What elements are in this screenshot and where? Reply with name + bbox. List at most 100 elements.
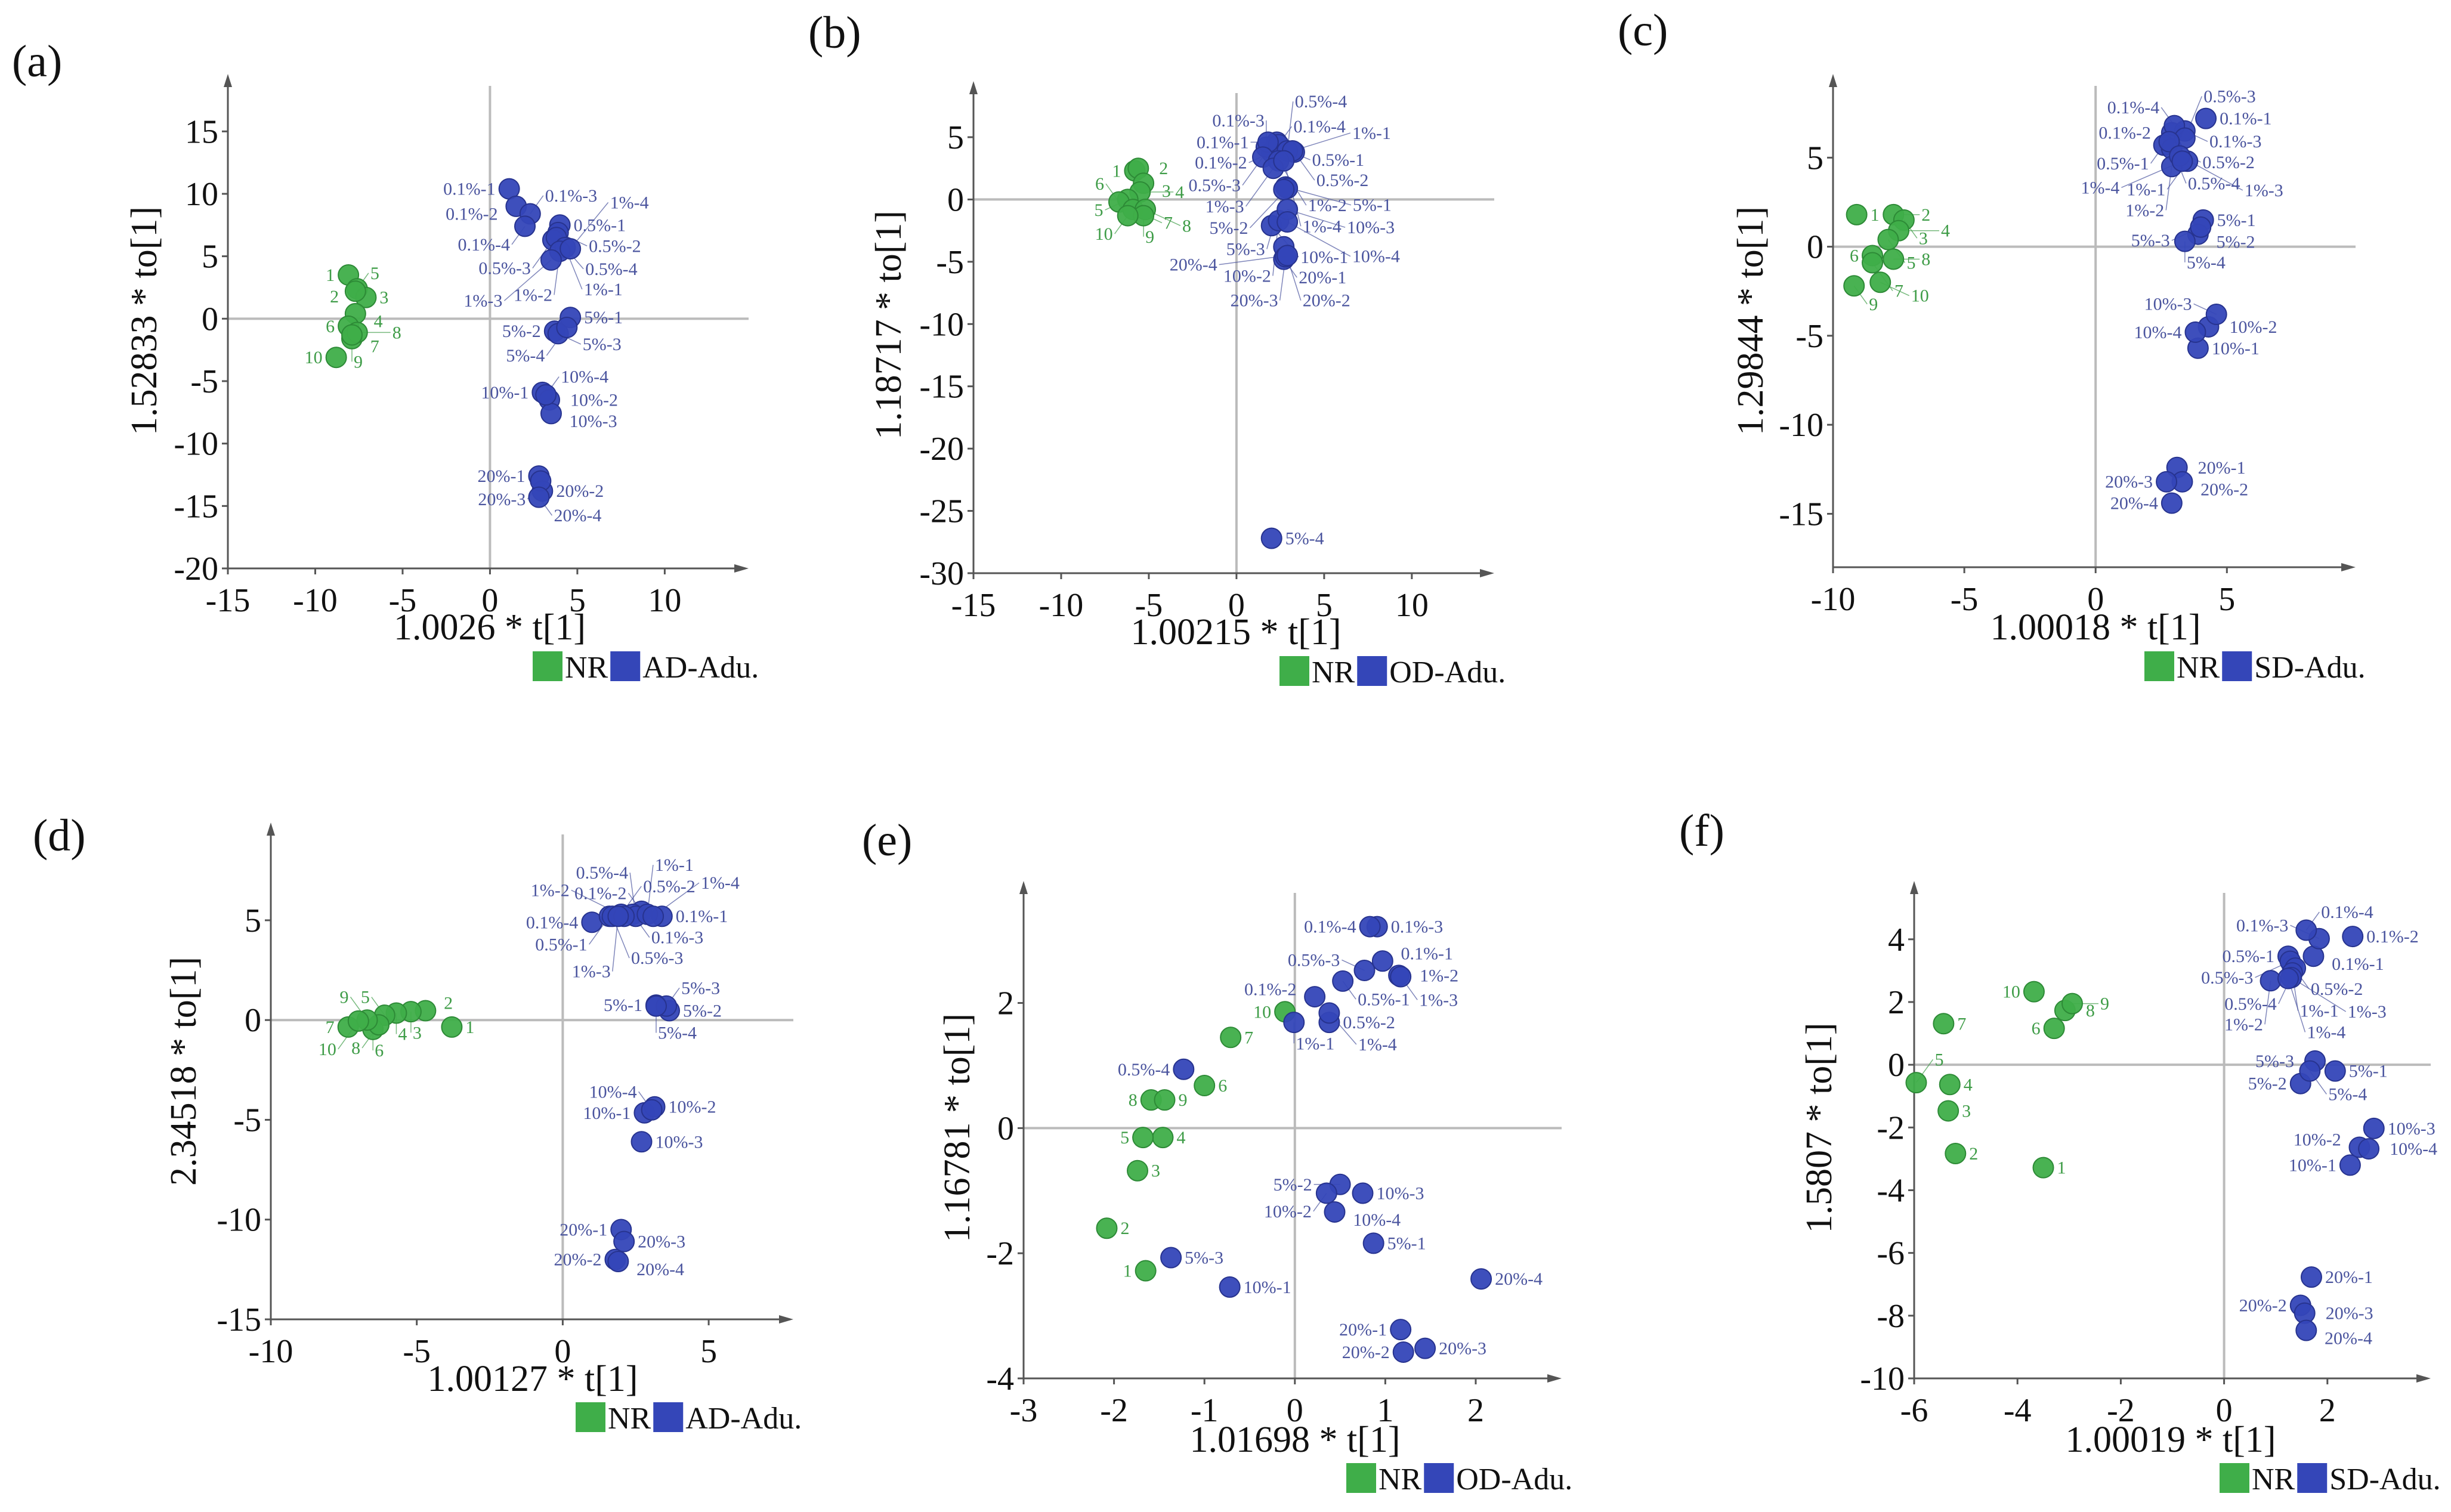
data-point (1359, 916, 1381, 938)
y-tick-label: -15 (1779, 496, 1823, 533)
data-point (1362, 1232, 1384, 1254)
data-point (2295, 919, 2317, 941)
data-point (2061, 992, 2083, 1015)
legend: NR AD-Adu. (576, 1402, 802, 1436)
data-point-label: 2 (330, 287, 339, 307)
y-tick-label: -15 (217, 1301, 261, 1338)
data-point-label: 0.1%-1 (1197, 132, 1248, 152)
data-point-label: 20%-4 (1495, 1269, 1543, 1289)
data-point (1194, 1075, 1216, 1097)
data-point (1470, 1268, 1492, 1290)
data-point-label: 20%-1 (1299, 268, 1346, 287)
data-point-label: 1%-2 (2224, 1015, 2263, 1034)
data-point (556, 316, 578, 338)
data-point (2342, 926, 2364, 948)
data-point (2363, 1117, 2385, 1139)
x-axis-title: 1.00019 * t[1] (2065, 1420, 2276, 1460)
data-point (1127, 1159, 1149, 1182)
data-point-label: 10%-2 (570, 390, 618, 410)
y-tick-label: 5 (947, 119, 964, 156)
data-point (441, 1016, 463, 1038)
x-tick-label: -10 (249, 1333, 293, 1370)
data-point-label: 5%-1 (1387, 1233, 1426, 1253)
data-point-label: 5 (1120, 1128, 1129, 1148)
legend-swatch-nr (1346, 1463, 1376, 1493)
data-point-label: 20%-4 (636, 1260, 684, 1279)
y-tick-label: 0 (947, 181, 964, 218)
data-point-label: 8 (1129, 1090, 1138, 1110)
data-point-label: 5%-2 (2217, 233, 2255, 252)
panel-label: (b) (808, 8, 861, 58)
x-tick-label: 2 (2319, 1392, 2336, 1429)
legend-label-nr: NR (2252, 1462, 2295, 1496)
data-point-label: 0.1%-3 (1391, 917, 1443, 937)
data-point-label: 10%-2 (669, 1097, 716, 1117)
x-tick-label: 1 (1377, 1392, 1393, 1429)
x-tick-label: -6 (1900, 1392, 1928, 1429)
data-point (1273, 150, 1295, 172)
data-point-label: 2 (1159, 159, 1168, 178)
data-point (560, 238, 582, 260)
x-tick-label: -1 (1191, 1392, 1219, 1429)
data-point (2300, 1266, 2322, 1288)
data-point-label: 4 (1964, 1075, 1973, 1094)
legend-swatch-nr (1279, 656, 1309, 686)
x-axis-arrow-icon (2416, 1374, 2431, 1383)
x-axis-arrow-icon (734, 564, 749, 573)
data-point-label: 0.5%-4 (1118, 1060, 1170, 1080)
data-point-label: 8 (392, 323, 401, 342)
data-point (2295, 1319, 2317, 1341)
data-point-label: 10%-4 (561, 367, 608, 387)
data-point (1371, 950, 1393, 972)
data-point-label: 0.1%-4 (2107, 98, 2159, 118)
data-point-label: 0.1%-2 (446, 205, 497, 224)
x-tick-label: 2 (1467, 1392, 1484, 1429)
series-adulterated: 0.1%-1 0.1%-2 0.1%-3 0.1%-4 0.5%-10.5%-2 0.5%… (443, 178, 649, 525)
data-point-label: 1%-4 (2307, 1023, 2345, 1043)
x-axis-title: 1.0026 * t[1] (394, 607, 586, 648)
data-point-label: 5 (1934, 1050, 1943, 1069)
y-tick-label: -20 (174, 551, 218, 588)
data-point-label: 4 (1175, 183, 1184, 202)
data-point-label: 5%-4 (2328, 1084, 2367, 1104)
data-point-label: 9 (1869, 295, 1878, 314)
data-point-label: 7 (1244, 1028, 1253, 1047)
data-point-label: 8 (351, 1038, 360, 1058)
data-point-label: 3 (379, 288, 388, 308)
data-point-label: 0.5%-1 (574, 215, 626, 235)
data-point-label: 6 (2032, 1019, 2041, 1038)
legend-label-nr: NR (1312, 655, 1355, 689)
data-point-label: 10%-2 (2294, 1130, 2341, 1150)
y-tick-label: -5 (936, 244, 964, 281)
legend-label-nr: NR (608, 1402, 651, 1436)
data-point-label: 20%-4 (2110, 494, 2158, 514)
data-point (607, 905, 629, 927)
y-tick-label: -10 (919, 306, 964, 343)
data-point-label: 20%-2 (1303, 291, 1350, 311)
data-point (1846, 203, 1868, 225)
data-point-label: 1 (1123, 1261, 1132, 1281)
data-point (1135, 1260, 1157, 1282)
data-point-label: 0.5%-4 (576, 863, 628, 883)
y-tick-label: 0 (1888, 1047, 1905, 1084)
scatter-panel-e: (e) -3 -2 -1 0 1 2 2 0 -2 -4 1.01698 * t[1] 1.16781 … (862, 815, 1572, 1496)
scatter-panel-d: (d)-10 -5 0 550-5-10-151.00127 * t[1]2.3451… (33, 811, 802, 1436)
x-tick-label: -15 (206, 582, 251, 619)
data-point-label: 0.5%-3 (2201, 968, 2253, 988)
data-point-label: 5%-2 (1274, 1175, 1312, 1195)
legend-label-nr: NR (1379, 1462, 1422, 1496)
y-tick-label: -6 (1877, 1235, 1905, 1272)
y-tick-label: -4 (1877, 1172, 1905, 1209)
data-point-label: 0.5%-1 (1358, 990, 1410, 1009)
y-tick-label: -10 (217, 1202, 261, 1239)
y-tick-label: -5 (1795, 318, 1823, 355)
data-point-label: 7 (1164, 214, 1173, 233)
data-point (2184, 321, 2206, 343)
data-point (1414, 1337, 1436, 1359)
x-tick-label: 10 (1395, 587, 1429, 624)
data-point-label: 10 (1911, 286, 1929, 306)
y-tick-label: -10 (174, 426, 218, 463)
y-axis-title: 1.29844 * to[1] (1730, 206, 1771, 435)
data-point (347, 1010, 369, 1032)
data-point-label: 5 (361, 988, 370, 1007)
